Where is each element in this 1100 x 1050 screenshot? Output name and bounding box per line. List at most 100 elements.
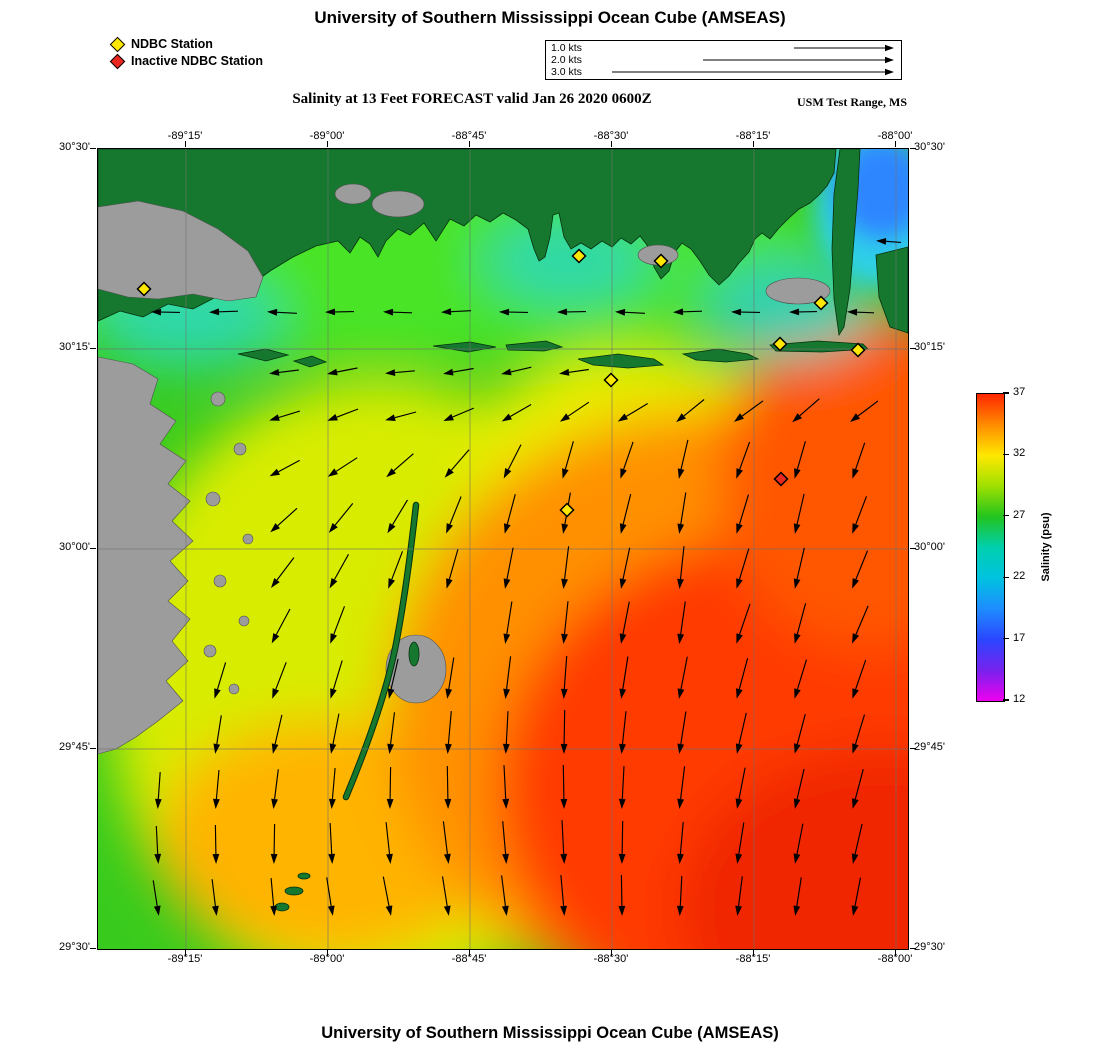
current-arrow-tail	[332, 660, 343, 690]
current-arrow-head	[269, 414, 280, 421]
colorbar-tick-label: 17	[1013, 631, 1026, 644]
current-arrow-tail	[857, 400, 879, 417]
lon-tick-label-bottom: -88°30'	[593, 953, 629, 965]
forecast-subtitle: Salinity at 13 Feet FORECAST valid Jan 2…	[292, 91, 652, 107]
current-arrow-tail	[448, 549, 459, 580]
tick-mark	[90, 748, 96, 750]
current-arrow-head	[852, 798, 859, 809]
current-arrow-head	[852, 468, 859, 479]
current-arrow-tail	[278, 459, 300, 473]
current-arrow-head	[677, 523, 685, 534]
lon-tick-label-top: -89°00'	[309, 130, 345, 142]
current-arrow-tail	[274, 769, 279, 800]
current-arrow-tail	[680, 439, 689, 470]
current-arrow-head	[270, 853, 278, 864]
current-arrow-tail	[215, 770, 220, 800]
current-arrow-tail	[738, 822, 745, 855]
current-arrow-head	[153, 905, 161, 916]
current-arrow-head	[269, 468, 280, 477]
speed-scale-label-2kt: 2.0 kts	[551, 54, 582, 66]
current-arrow-tail	[854, 769, 864, 800]
current-arrow-tail	[679, 875, 683, 907]
current-arrow-tail	[326, 877, 332, 907]
current-arrow-tail	[450, 449, 470, 471]
current-arrow-tail	[277, 507, 298, 527]
speed-scale-label-3kt: 3.0 kts	[551, 66, 582, 78]
colorbar-tick	[1003, 515, 1009, 517]
current-arrow-head	[619, 578, 627, 589]
current-arrow-head	[677, 468, 685, 479]
current-arrow-tail	[621, 820, 624, 855]
current-arrow-head	[560, 743, 568, 754]
current-arrow-tail	[152, 880, 158, 907]
current-arrow-head	[561, 633, 568, 644]
current-arrow-tail	[622, 601, 630, 635]
tick-mark	[895, 950, 897, 956]
current-arrow-head	[271, 633, 280, 644]
current-arrow-head	[620, 468, 627, 479]
tick-mark	[327, 950, 329, 956]
current-arrow-head	[847, 308, 858, 316]
current-arrow-head	[676, 905, 684, 916]
page-title: University of Southern Mississippi Ocean…	[314, 8, 786, 27]
current-arrow-head	[330, 633, 337, 644]
current-arrow-tail	[501, 875, 506, 907]
current-arrow-tail	[503, 765, 507, 800]
lon-tick-label-bottom: -88°15'	[735, 953, 771, 965]
current-arrow-head	[267, 308, 278, 316]
lat-tick-label-left: 30°30'	[59, 141, 90, 153]
current-arrow-tail	[392, 311, 413, 314]
lon-tick-label-top: -88°30'	[593, 130, 629, 142]
current-arrow-head	[212, 853, 220, 864]
lon-tick-label-bottom: -89°00'	[309, 953, 345, 965]
current-arrow-tail	[624, 311, 646, 314]
current-arrow-head	[386, 468, 396, 478]
current-arrow-tail	[502, 821, 507, 855]
current-arrow-head	[851, 853, 859, 864]
current-arrow-head	[736, 523, 743, 534]
current-arrow-tail	[562, 764, 565, 800]
colorbar-tick-label: 37	[1013, 386, 1026, 398]
current-arrow-tail	[505, 711, 509, 745]
current-arrow-head	[327, 468, 338, 477]
current-arrow-tail	[680, 492, 687, 525]
current-arrow-head	[502, 798, 510, 809]
lon-tick-label-top: -88°45'	[451, 130, 487, 142]
current-arrow-head	[559, 413, 570, 422]
marsh-areas	[98, 183, 831, 755]
current-arrow-head	[561, 523, 569, 534]
current-arrow-tail	[796, 877, 802, 907]
current-arrow-head	[151, 308, 162, 316]
current-arrow-tail	[622, 547, 631, 580]
current-arrow-head	[736, 468, 743, 479]
tick-mark	[185, 141, 187, 147]
current-arrow-tail	[506, 601, 513, 635]
ndbc-station-marker	[571, 248, 587, 264]
current-arrow-head	[443, 905, 451, 916]
current-arrow-tail	[621, 711, 627, 745]
current-arrow-tail	[393, 453, 414, 472]
current-arrow-head	[445, 743, 452, 754]
current-arrow-head	[560, 853, 568, 864]
current-arrow-tail	[563, 656, 568, 690]
current-arrow-head	[214, 688, 221, 699]
current-arrow-head	[794, 743, 801, 754]
current-arrow-tail	[336, 408, 359, 418]
speed-scale-arrows	[612, 44, 894, 76]
current-arrow-head	[154, 853, 162, 864]
current-arrow-tail	[680, 656, 688, 690]
current-arrow-head	[794, 688, 801, 699]
current-arrow-head	[329, 743, 337, 754]
current-arrow-tail	[796, 768, 805, 800]
current-arrow-head	[793, 523, 801, 534]
ndbc-station-icon	[109, 36, 126, 53]
land-strip-east	[831, 149, 861, 337]
ndbc-station-marker	[653, 253, 669, 269]
current-arrow-head	[794, 468, 801, 479]
current-arrow-head	[502, 743, 510, 754]
current-arrow-head	[329, 798, 336, 809]
lon-tick-label-top: -88°00'	[877, 130, 913, 142]
current-arrow-head	[386, 853, 393, 864]
current-arrow-head	[794, 633, 801, 644]
current-arrow-head	[559, 368, 570, 376]
